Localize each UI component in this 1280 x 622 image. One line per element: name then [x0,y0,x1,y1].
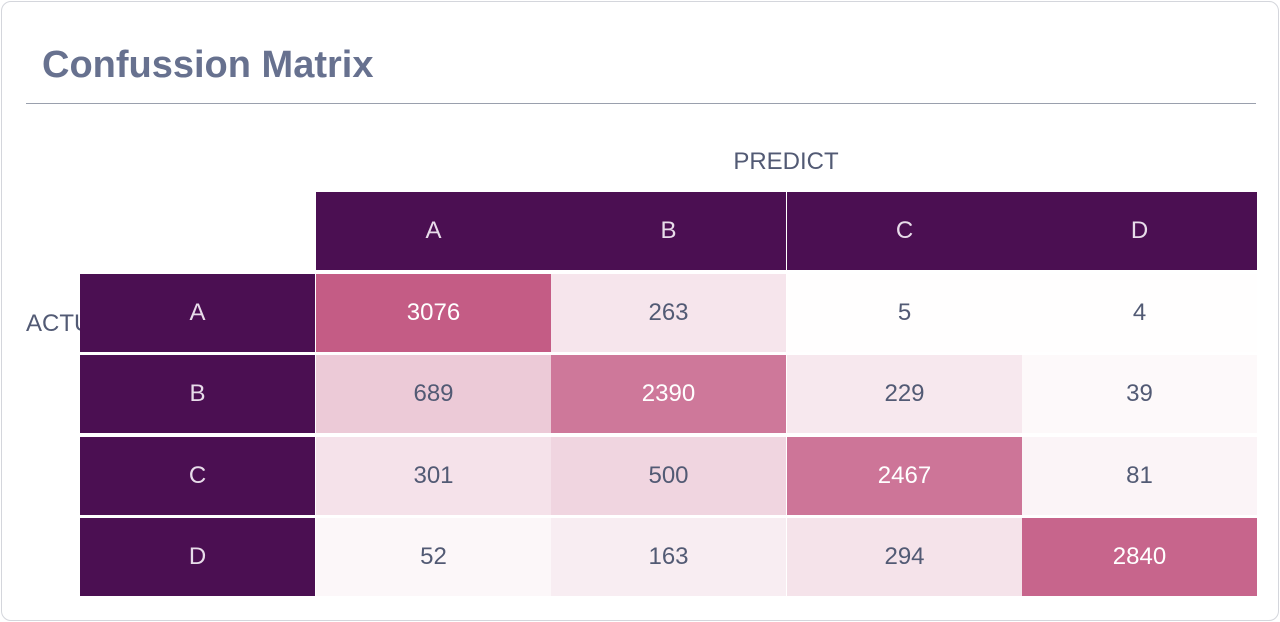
matrix-cell-d-c: 294 [787,518,1022,596]
matrix-cell-c-c: 2467 [787,437,1022,515]
matrix-cell-d-a: 52 [316,518,551,596]
row-header-d: D [80,518,315,596]
matrix-cell-b-a: 689 [316,355,551,433]
matrix-cell-b-d: 39 [1022,355,1257,433]
matrix-cell-a-c: 5 [787,274,1022,352]
column-header-b: B [551,192,786,270]
matrix-cell-c-a: 301 [316,437,551,515]
matrix-cell-a-d: 4 [1022,274,1257,352]
matrix-cell-a-b: 263 [551,274,786,352]
matrix-cell-c-b: 500 [551,437,786,515]
matrix-cell-b-c: 229 [787,355,1022,433]
x-axis-label: PREDICT [733,148,839,175]
title-divider [26,103,1256,104]
column-header-c: C [787,192,1022,270]
matrix-cell-d-d: 2840 [1022,518,1257,596]
matrix-cell-d-b: 163 [551,518,786,596]
column-header-a: A [316,192,551,270]
matrix-cell-b-b: 2390 [551,355,786,433]
row-header-c: C [80,437,315,515]
matrix-cell-a-a: 3076 [316,274,551,352]
matrix-cell-c-d: 81 [1022,437,1257,515]
row-header-b: B [80,355,315,433]
page-title: Confussion Matrix [42,44,374,86]
column-header-d: D [1022,192,1257,270]
row-header-a: A [80,274,315,352]
